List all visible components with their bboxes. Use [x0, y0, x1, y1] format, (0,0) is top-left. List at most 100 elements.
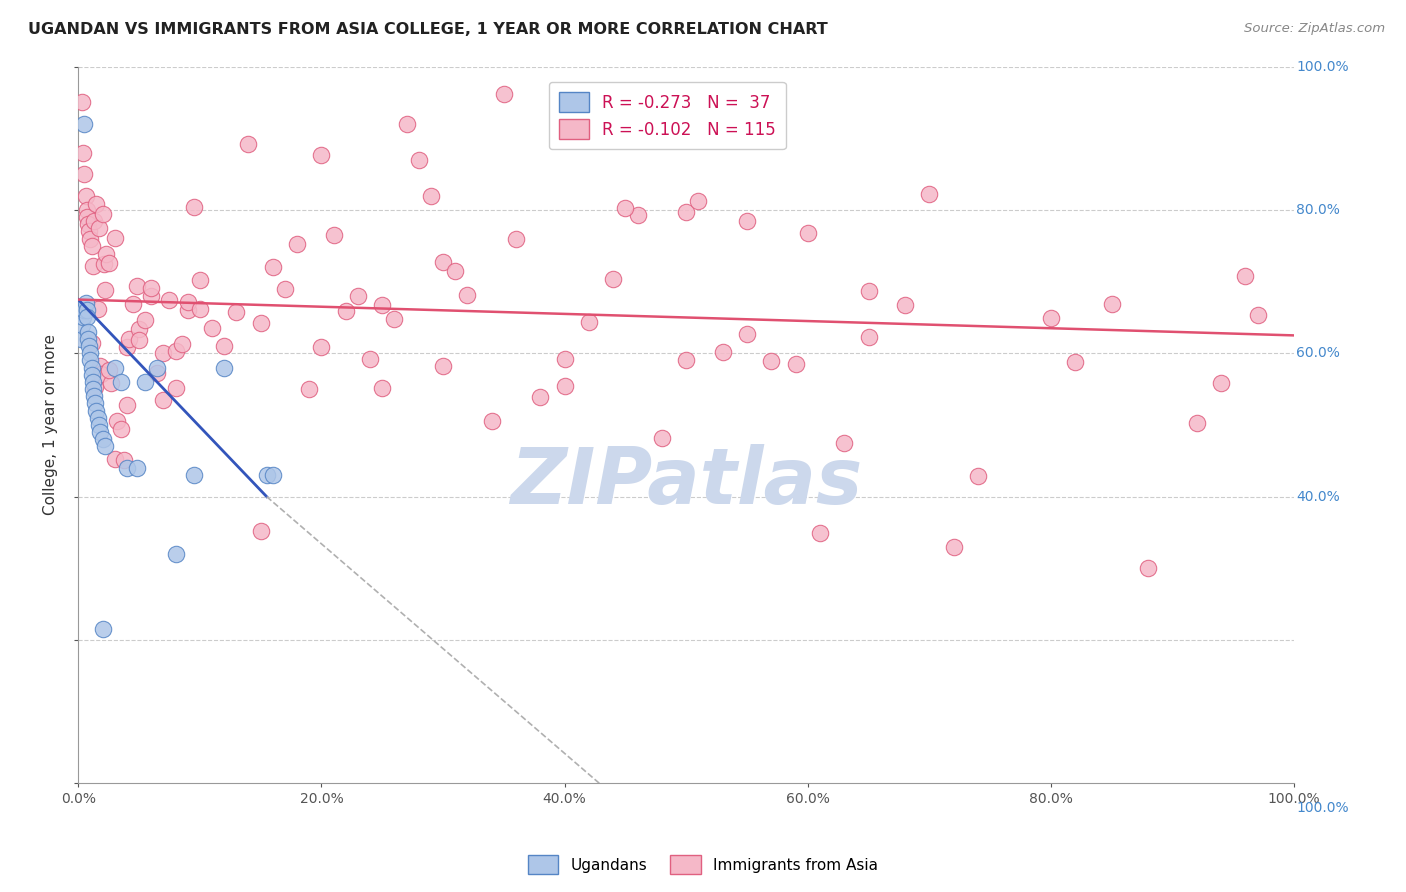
Point — [72, 145, 94, 160]
Point — [311, 340, 333, 354]
Point — [347, 289, 370, 303]
Point — [183, 468, 205, 483]
Point — [359, 352, 381, 367]
Point — [942, 540, 965, 554]
Legend: Ugandans, Immigrants from Asia: Ugandans, Immigrants from Asia — [522, 849, 884, 880]
Point — [77, 224, 100, 238]
Text: ZIPatlas: ZIPatlas — [510, 444, 862, 520]
Point — [371, 298, 394, 312]
Point — [858, 284, 880, 298]
Point — [554, 351, 576, 366]
Point — [395, 117, 418, 131]
Point — [104, 231, 127, 245]
Text: Source: ZipAtlas.com: Source: ZipAtlas.com — [1244, 22, 1385, 36]
Point — [918, 186, 941, 201]
Point — [212, 339, 235, 353]
Point — [80, 360, 103, 375]
Point — [73, 117, 96, 131]
Point — [176, 303, 198, 318]
Point — [125, 461, 148, 475]
Point — [134, 375, 156, 389]
Y-axis label: College, 1 year or more: College, 1 year or more — [44, 334, 58, 516]
Point — [76, 202, 98, 217]
Point — [761, 354, 783, 368]
Point — [212, 360, 235, 375]
Text: 100.0%: 100.0% — [1296, 801, 1350, 815]
Point — [165, 547, 187, 561]
Point — [651, 431, 673, 445]
Point — [87, 417, 110, 432]
Point — [73, 303, 96, 318]
Point — [94, 440, 117, 454]
Point — [97, 255, 120, 269]
Point — [83, 214, 105, 228]
Point — [176, 294, 198, 309]
Point — [1185, 416, 1208, 430]
Point — [86, 301, 108, 316]
Point — [492, 87, 515, 101]
Point — [298, 382, 321, 396]
Point — [104, 360, 127, 375]
Point — [432, 254, 454, 268]
Point — [675, 352, 697, 367]
Point — [75, 296, 97, 310]
Point — [274, 282, 297, 296]
Point — [69, 332, 91, 346]
Point — [96, 247, 118, 261]
Point — [481, 414, 503, 428]
Point — [90, 367, 112, 381]
Point — [1101, 297, 1123, 311]
Point — [262, 260, 284, 274]
Point — [735, 326, 758, 341]
Point — [249, 524, 271, 538]
Point — [456, 288, 478, 302]
Point — [1209, 376, 1232, 390]
Point — [105, 414, 128, 428]
Point — [77, 325, 100, 339]
Point — [382, 312, 405, 326]
Point — [89, 425, 111, 439]
Point — [249, 316, 271, 330]
Text: 80.0%: 80.0% — [1296, 203, 1340, 217]
Point — [602, 271, 624, 285]
Point — [87, 220, 110, 235]
Point — [183, 200, 205, 214]
Point — [188, 273, 211, 287]
Point — [505, 232, 527, 246]
Point — [115, 340, 138, 354]
Point — [170, 336, 193, 351]
Point — [89, 359, 111, 373]
Point — [94, 284, 117, 298]
Point — [73, 167, 96, 181]
Point — [77, 332, 100, 346]
Point — [675, 205, 697, 219]
Point — [76, 303, 98, 318]
Point — [322, 228, 344, 243]
Point — [285, 236, 308, 251]
Point — [79, 346, 101, 360]
Point — [110, 375, 132, 389]
Point — [894, 298, 917, 312]
Point — [335, 304, 357, 318]
Point — [201, 320, 224, 334]
Point — [115, 461, 138, 475]
Point — [419, 188, 441, 202]
Point — [238, 136, 260, 151]
Text: 40.0%: 40.0% — [1296, 490, 1340, 504]
Point — [100, 376, 122, 391]
Point — [79, 232, 101, 246]
Point — [83, 389, 105, 403]
Legend: R = -0.273   N =  37, R = -0.102   N = 115: R = -0.273 N = 37, R = -0.102 N = 115 — [548, 82, 786, 150]
Point — [79, 353, 101, 368]
Point — [80, 335, 103, 350]
Point — [432, 359, 454, 374]
Point — [1234, 269, 1257, 284]
Point — [82, 259, 104, 273]
Point — [128, 333, 150, 347]
Point — [688, 194, 710, 208]
Text: 60.0%: 60.0% — [1296, 346, 1340, 360]
Point — [86, 410, 108, 425]
Point — [262, 468, 284, 483]
Point — [256, 468, 278, 483]
Point — [578, 315, 600, 329]
